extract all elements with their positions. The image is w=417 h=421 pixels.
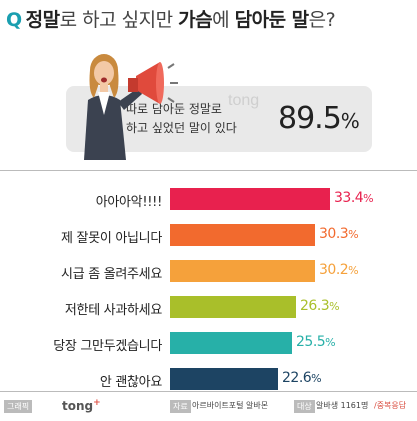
bar-label: 안 괜찮아요 [99,375,162,390]
bar-value-label: 30.2% [319,262,359,278]
chart-top-divider [0,170,417,171]
bar [170,188,330,210]
bar-label: 저한테 사과하세요 [64,303,162,318]
multiple-response-note: /중복응답 [374,401,407,410]
bar-value-label: 25.5% [296,334,336,350]
title-part2: 로 하고 싶지만 [59,9,179,31]
bar-label: 제 잘못이 아닙니다 [61,231,162,246]
bar [170,332,292,354]
source-tag: 자료 [170,400,191,413]
chart-bottom-divider [0,391,417,392]
headline-stat-value: 89.5% [278,100,360,140]
headline-stat-line1: 따로 담아둔 정말로 [126,102,222,116]
page-title: Q 정말로 하고 싶지만 가슴에 담아둔 말은? [6,6,411,34]
bar-value-label: 22.6% [282,370,322,386]
bar-label: 당장 그만두겠습니다 [53,339,162,354]
headline-stat-line2: 하고 싶었던 말이 있다 [126,121,237,135]
bar-value-label: 30.3% [319,226,359,242]
brand-plus: + [93,398,101,408]
target-text: 알바생 1161명 [316,401,369,410]
watermark: tong [228,92,260,109]
bar [170,260,315,282]
headline-stat-text: 따로 담아둔 정말로 하고 싶었던 말이 있다 [126,100,266,138]
woman-megaphone-icon [84,54,178,160]
brand-name: tong [62,399,94,413]
bar-value-label: 26.3% [300,298,340,314]
headline-stat-unit: % [340,109,360,133]
footer: 그래픽 tong+ 자료 아르바이트포털 알바몬 대상 알바생 1161명 /중… [0,398,417,416]
bar [170,296,296,318]
source-text: 아르바이트포털 알바몬 [192,401,269,410]
bar-label: 시급 좀 올려주세요 [61,267,162,282]
title-part5: 담아둔 말 [234,9,310,31]
title-part1: 정말 [25,9,60,31]
title-part4: 에 [212,9,235,31]
bar [170,368,278,390]
title-part3: 가슴 [178,9,213,31]
title-part6: 은? [308,9,336,31]
graphic-tag: 그래픽 [4,400,33,413]
headline-stat-number: 89.5 [278,101,342,136]
target-tag: 대상 [294,400,315,413]
brand-logo: tong+ [62,398,101,413]
bar [170,224,315,246]
bar-value-label: 33.4% [334,190,374,206]
bar-label: 아아아악!!!! [95,195,163,210]
question-mark-label: Q [6,9,22,31]
